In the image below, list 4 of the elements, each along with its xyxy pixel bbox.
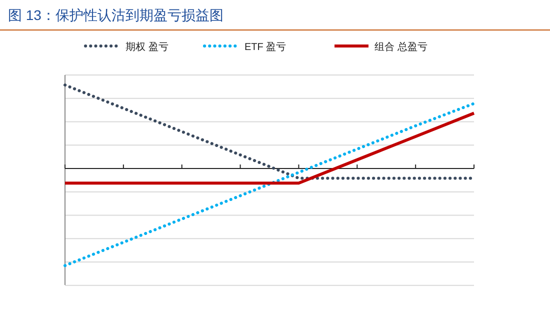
title: 图 13：保护性认沽到期盈亏损益图 xyxy=(8,7,224,23)
legend-label: 组合 总盈亏 xyxy=(374,41,428,53)
legend-label: ETF 盈亏 xyxy=(244,42,286,53)
legend-label: 期权 盈亏 xyxy=(126,41,168,53)
